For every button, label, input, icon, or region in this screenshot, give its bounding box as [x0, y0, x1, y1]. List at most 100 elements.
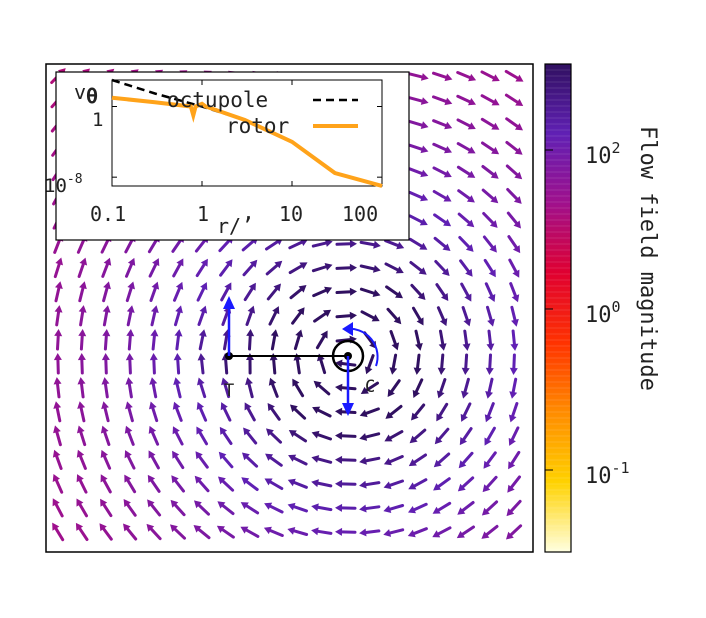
field-arrow-icon	[54, 329, 63, 351]
field-arrow-icon	[484, 426, 496, 446]
field-arrow-icon	[437, 353, 446, 375]
field-arrow-icon	[195, 258, 208, 278]
field-arrow-icon	[311, 503, 333, 512]
field-arrow-icon	[436, 402, 449, 422]
field-arrow-icon	[481, 165, 499, 179]
field-arrow-icon	[480, 117, 500, 130]
inset-ytick-1: 1	[92, 109, 103, 131]
colorbar-gradient	[545, 64, 571, 552]
field-arrow-icon	[263, 526, 284, 537]
field-arrow-icon	[265, 453, 283, 467]
field-arrow-icon	[293, 329, 303, 351]
inset-xtick-100: 100	[342, 202, 378, 226]
field-arrow-icon	[335, 383, 357, 392]
field-arrow-icon	[219, 259, 233, 277]
field-arrow-icon	[268, 377, 279, 398]
field-arrow-icon	[149, 353, 158, 375]
field-arrow-icon	[432, 142, 452, 154]
field-arrow-icon	[173, 281, 184, 302]
field-arrow-icon	[505, 140, 523, 155]
field-arrow-icon	[359, 504, 381, 513]
field-arrow-icon	[432, 95, 453, 106]
field-arrow-icon	[100, 498, 113, 518]
inset-xlabel: r/ʼ	[217, 214, 254, 239]
field-arrow-icon	[387, 379, 401, 397]
field-arrow-icon	[197, 377, 207, 399]
field-arrow-icon	[173, 353, 182, 375]
field-arrow-icon	[384, 430, 404, 442]
field-arrow-icon	[483, 451, 497, 469]
point-t-label: T	[224, 381, 234, 401]
field-arrow-icon	[150, 305, 159, 327]
colorbar-ticklabel-1e0: 100	[585, 298, 621, 328]
field-frame	[45, 63, 534, 553]
field-arrow-icon	[289, 285, 307, 300]
field-arrow-icon	[456, 142, 476, 154]
field-arrow-icon	[194, 500, 210, 516]
field-arrow-icon	[506, 499, 522, 517]
field-arrow-icon	[505, 164, 523, 180]
field-arrow-icon	[335, 263, 357, 272]
field-arrow-icon	[436, 378, 447, 399]
field-arrow-icon	[433, 213, 452, 227]
field-arrow-icon	[432, 119, 453, 130]
field-arrow-icon	[457, 212, 475, 228]
field-arrow-icon	[485, 377, 494, 399]
field-arrow-icon	[77, 353, 86, 375]
field-arrow-icon	[311, 430, 332, 441]
field-arrow-icon	[359, 407, 380, 418]
field-arrow-icon	[193, 525, 211, 540]
field-arrow-icon	[218, 476, 235, 492]
field-arrow-icon	[509, 353, 518, 375]
field-arrow-icon	[171, 475, 185, 493]
field-arrow-icon	[287, 478, 308, 489]
field-arrow-icon	[436, 306, 448, 327]
field-arrow-icon	[265, 260, 283, 276]
field-arrow-icon	[384, 239, 405, 250]
field-arrow-icon	[54, 305, 63, 327]
field-arrow-icon	[52, 449, 63, 470]
field-arrow-icon	[335, 503, 357, 512]
field-arrow-icon	[78, 329, 87, 351]
inset-series-rotor	[111, 95, 383, 188]
field-arrow-icon	[170, 524, 186, 540]
field-arrow-icon	[53, 377, 62, 399]
field-arrow-icon	[196, 426, 208, 446]
field-arrow-icon	[458, 236, 474, 252]
field-arrow-icon	[359, 240, 381, 249]
field-arrow-icon	[359, 432, 381, 441]
field-arrow-icon	[147, 499, 162, 517]
field-arrow-icon	[216, 525, 235, 539]
field-arrow-icon	[100, 474, 112, 494]
field-arrow-icon	[217, 501, 235, 516]
field-arrow-icon	[456, 165, 476, 178]
field-arrow-icon	[432, 71, 453, 82]
field-arrow-icon	[102, 305, 111, 327]
field-arrow-icon	[125, 353, 134, 375]
field-arrow-icon	[438, 329, 447, 351]
field-arrow-icon	[460, 282, 472, 302]
field-arrow-icon	[197, 305, 208, 326]
field-arrow-icon	[245, 377, 254, 399]
field-arrow-icon	[433, 452, 451, 468]
field-arrow-icon	[462, 329, 471, 351]
field-arrow-icon	[315, 330, 328, 350]
field-arrow-icon	[456, 71, 477, 82]
inset-xtick-10: 10	[279, 202, 303, 226]
field-arrow-icon	[288, 262, 308, 275]
field-arrow-icon	[360, 310, 380, 322]
field-arrow-icon	[408, 190, 429, 202]
field-arrow-icon	[149, 401, 159, 423]
field-arrow-icon	[409, 428, 427, 444]
field-arrow-icon	[101, 353, 110, 375]
field-arrow-icon	[484, 282, 496, 302]
field-arrow-icon	[335, 431, 357, 440]
field-arrow-icon	[125, 257, 136, 278]
field-arrow-icon	[509, 282, 520, 303]
field-arrow-icon	[504, 93, 524, 106]
field-arrow-icon	[172, 426, 184, 446]
field-arrow-icon	[384, 262, 404, 274]
field-arrow-icon	[124, 425, 135, 446]
field-arrow-icon	[125, 401, 134, 423]
field-arrow-icon	[124, 474, 137, 494]
